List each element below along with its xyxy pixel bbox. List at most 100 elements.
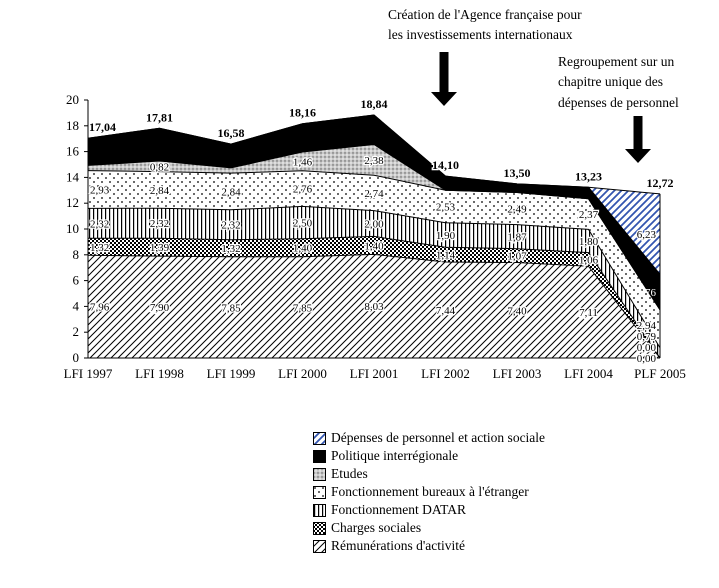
value-label: 2,76 [637, 287, 657, 299]
value-label: 1,90 [436, 230, 456, 242]
boundary-etudes [87, 143, 661, 311]
legend-item-politique-interregionale: Politique interrégionale [313, 448, 545, 464]
total-label: 13,50 [504, 166, 531, 180]
legend-item-bureaux-etranger: Fonctionnement bureaux à l'étranger [313, 484, 545, 500]
value-label: 2,00 [364, 219, 384, 231]
area-remunerations-activite [88, 254, 660, 358]
total-label: 18,84 [361, 97, 388, 111]
x-tick-label: LFI 2004 [564, 366, 613, 381]
legend-swatch-depenses-personnel [313, 431, 326, 445]
legend-swatch-fonctionnement-datar [313, 503, 326, 517]
value-label: 1,40 [293, 243, 313, 255]
value-label: 2,50 [293, 218, 313, 230]
value-label: 1,39 [150, 242, 170, 254]
x-tick-label: LFI 2001 [350, 366, 399, 381]
legend-label-etudes: Etudes [331, 466, 368, 481]
value-label: 1,87 [507, 232, 527, 244]
legend-label-politique-interregionale: Politique interrégionale [331, 448, 459, 463]
annotation-regroupement-personnel: Regroupement sur un chapitre unique des … [558, 54, 679, 110]
legend-swatch-bureaux-etranger [313, 485, 326, 499]
value-label: 7,85 [221, 302, 241, 314]
total-label: 16,58 [218, 126, 245, 140]
legend-label-depenses-personnel: Dépenses de personnel et action sociale [331, 430, 546, 445]
value-label: 1,80 [579, 236, 599, 248]
y-tick-label: 10 [66, 221, 79, 236]
legend-item-fonctionnement-datar: Fonctionnement DATAR [313, 502, 545, 518]
area-charges-sociales [88, 236, 660, 358]
value-label: 1,14 [436, 250, 456, 262]
total-label: 17,81 [146, 110, 173, 124]
total-label: 14,10 [432, 158, 459, 172]
total-label: 13,23 [575, 169, 602, 183]
x-tick-label: LFI 1999 [207, 366, 256, 381]
y-tick-label: 6 [73, 273, 80, 288]
value-label: 0,79 [637, 331, 657, 343]
value-label: 7,44 [436, 305, 456, 317]
legend-swatch-charges-sociales [313, 521, 326, 535]
y-tick-label: 4 [73, 298, 80, 313]
value-label: 2,38 [364, 155, 384, 167]
y-tick-label: 2 [73, 324, 80, 339]
legend-swatch-remunerations-activite [313, 539, 326, 553]
x-tick-label: LFI 2003 [493, 366, 542, 381]
value-label: 1,32 [90, 242, 109, 254]
value-label: 2,76 [293, 184, 313, 196]
value-label: 0,82 [150, 161, 169, 173]
y-tick-label: 12 [66, 195, 79, 210]
annotation-arrows [431, 52, 651, 163]
value-label: 1,32 [221, 243, 240, 255]
value-label: 2,53 [436, 202, 456, 214]
value-label: 1,46 [293, 156, 313, 168]
x-tick-label: LFI 1997 [64, 366, 113, 381]
value-label: 2,32 [221, 220, 240, 232]
plot-areas [88, 115, 660, 358]
boundary-charges-sociales [87, 235, 661, 359]
y-tick-label: 8 [73, 247, 80, 262]
plot-boundaries [87, 114, 661, 359]
legend-item-depenses-personnel: Dépenses de personnel et action sociale [313, 430, 545, 446]
legend-label-charges-sociales: Charges sociales [331, 520, 422, 535]
area-bureaux-etranger [88, 170, 660, 348]
value-label: 2,37 [579, 209, 599, 221]
value-label: 7,96 [90, 302, 110, 314]
axes: 0 2 4 6 8 10 12 14 16 18 20 LFI 1997 LFI 1998 LFI 199… [64, 92, 686, 381]
legend-item-etudes: Etudes [313, 466, 545, 482]
y-tick-label: 14 [66, 169, 80, 184]
chart-legend: Dépenses de personnel et action sociale P… [313, 430, 545, 554]
value-label: 1,07 [507, 251, 527, 263]
afii-down-arrow [431, 52, 457, 106]
y-tick-label: 16 [66, 144, 80, 159]
y-tick-label: 18 [66, 118, 79, 133]
total-label: 12,72 [647, 176, 674, 190]
value-label: 0,00 [637, 353, 657, 365]
value-labels: 7,96 1,32 2,32 2,93 7,90 1,39 2,32 2,84 0,82 7,85… [89, 154, 658, 367]
x-tick-label: LFI 2002 [421, 366, 470, 381]
value-label: 2,74 [364, 188, 384, 200]
value-label: 8,03 [364, 301, 384, 313]
total-label: 17,04 [89, 120, 116, 134]
boundary-depenses-personnel [87, 114, 661, 195]
annotation-afii-creation: Création de l'Agence française pour les … [388, 7, 582, 43]
value-label: 2,93 [90, 185, 110, 197]
value-label: 2,32 [150, 218, 169, 230]
value-label: 0,00 [637, 342, 657, 354]
boundary-fonctionnement-datar [87, 205, 661, 349]
regroupement-down-arrow [625, 116, 651, 163]
value-label: 2,84 [221, 187, 241, 199]
x-tick-label: PLF 2005 [634, 366, 686, 381]
value-label: 1,06 [579, 254, 599, 266]
y-tick-label: 20 [66, 92, 79, 107]
total-label: 18,16 [289, 106, 316, 120]
legend-item-charges-sociales: Charges sociales [313, 520, 545, 536]
value-label: 7,85 [293, 302, 313, 314]
legend-label-fonctionnement-datar: Fonctionnement DATAR [331, 502, 467, 517]
value-label: 7,11 [579, 307, 598, 319]
legend-label-remunerations-activite: Rémunérations d'activité [331, 538, 466, 553]
stacked-area-chart: 0 2 4 6 8 10 12 14 16 18 20 LFI 1997 LFI 1998 LFI 199… [64, 52, 686, 381]
value-label: 2,49 [507, 204, 527, 216]
y-tick-label: 0 [73, 350, 80, 365]
value-label: 1,40 [364, 240, 384, 252]
value-label: 2,32 [90, 218, 109, 230]
value-label: 6,23 [637, 229, 657, 241]
